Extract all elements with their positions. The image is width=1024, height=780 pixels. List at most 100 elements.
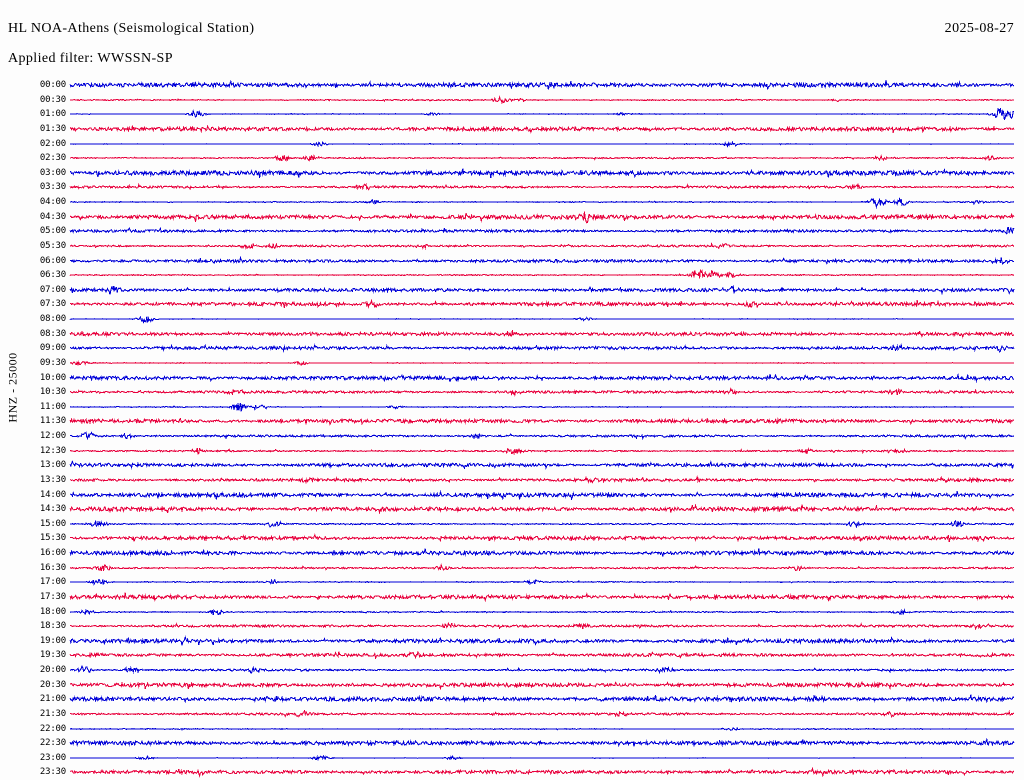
seismic-trace (69, 726, 1015, 731)
seismic-trace (69, 226, 1015, 235)
time-label: 19:00 (39, 635, 66, 646)
time-label: 11:30 (39, 416, 66, 427)
time-label: 09:00 (39, 343, 66, 354)
trace-row: 11:00 (0, 400, 1024, 414)
trace-row: 06:00 (0, 254, 1024, 268)
seismic-trace (69, 387, 1015, 398)
trace-row: 18:30 (0, 619, 1024, 633)
time-label: 22:00 (39, 723, 66, 734)
trace-row: 06:30 (0, 268, 1024, 282)
seismic-trace (69, 737, 1015, 748)
seismic-trace (69, 167, 1015, 178)
trace-row: 00:30 (0, 93, 1024, 107)
trace-row: 20:30 (0, 678, 1024, 692)
time-label: 04:00 (39, 197, 66, 207)
time-label: 12:00 (39, 431, 66, 441)
seismic-trace (69, 694, 1015, 704)
time-label: 11:00 (39, 401, 66, 412)
time-label: 02:00 (39, 138, 66, 149)
trace-row: 18:00 (0, 605, 1024, 619)
time-label: 10:30 (39, 387, 66, 398)
seismic-trace (69, 268, 1015, 279)
time-label: 08:00 (39, 314, 66, 324)
seismic-trace (69, 197, 1015, 210)
seismic-trace (69, 417, 1015, 427)
seismic-trace (69, 503, 1015, 515)
seismic-trace (69, 548, 1015, 557)
trace-row: 22:30 (0, 736, 1024, 750)
trace-row: 15:30 (0, 531, 1024, 545)
trace-row: 16:30 (0, 561, 1024, 575)
trace-row: 13:30 (0, 473, 1024, 487)
trace-row: 05:00 (0, 224, 1024, 238)
time-label: 15:00 (39, 518, 66, 529)
trace-row: 01:30 (0, 122, 1024, 136)
seismic-trace (69, 709, 1015, 718)
seismic-trace (69, 592, 1015, 603)
seismic-trace (69, 533, 1015, 543)
time-label: 03:00 (39, 167, 66, 178)
time-label: 00:00 (39, 80, 66, 90)
time-label: 20:00 (39, 665, 66, 675)
time-label: 09:30 (39, 357, 66, 368)
time-label: 16:00 (39, 548, 66, 558)
seismic-trace (69, 767, 1015, 779)
time-label: 00:30 (39, 94, 66, 105)
seismic-trace (69, 241, 1015, 250)
applied-filter-label: Applied filter: WWSSN-SP (8, 51, 173, 66)
seismic-trace (69, 139, 1015, 148)
seismic-trace (69, 402, 1015, 412)
seismic-trace (69, 519, 1015, 529)
time-label: 08:30 (39, 328, 66, 339)
time-label: 06:00 (39, 255, 66, 266)
seismic-trace (69, 183, 1015, 191)
time-label: 20:30 (39, 679, 66, 690)
time-label: 18:00 (39, 606, 66, 617)
trace-row: 02:30 (0, 151, 1024, 165)
time-label: 21:30 (39, 708, 66, 719)
seismic-trace (69, 124, 1015, 134)
trace-row: 12:30 (0, 444, 1024, 458)
seismic-trace (69, 343, 1015, 354)
trace-row: 14:00 (0, 488, 1024, 502)
time-label: 19:30 (39, 650, 66, 661)
time-label: 17:30 (39, 591, 66, 602)
seismic-trace (69, 108, 1015, 121)
time-label: 15:30 (39, 533, 66, 544)
time-label: 01:30 (39, 123, 66, 134)
time-label: 18:30 (39, 621, 66, 632)
trace-row: 23:30 (0, 765, 1024, 779)
trace-row: 04:00 (0, 195, 1024, 210)
trace-row: 20:00 (0, 663, 1024, 677)
seismic-trace (69, 664, 1015, 674)
seismic-trace (69, 255, 1015, 265)
seismic-trace (69, 329, 1015, 339)
time-label: 07:30 (39, 299, 66, 310)
time-label: 13:30 (39, 474, 66, 485)
time-label: 05:30 (39, 240, 66, 251)
seismic-trace (69, 153, 1015, 163)
time-label: 14:30 (39, 504, 66, 515)
trace-row: 04:30 (0, 210, 1024, 224)
time-label: 23:30 (39, 767, 66, 778)
trace-row: 09:00 (0, 341, 1024, 355)
page-header: HL NOA-Athens (Seismological Station) 20… (0, 0, 1024, 78)
seismic-trace (69, 754, 1015, 762)
seismic-trace (69, 621, 1015, 631)
trace-row: 22:00 (0, 722, 1024, 736)
time-label: 16:30 (39, 562, 66, 573)
trace-row: 01:00 (0, 107, 1024, 121)
seismic-trace (69, 607, 1015, 615)
trace-row: 14:30 (0, 502, 1024, 516)
time-label: 21:00 (39, 694, 66, 705)
seismic-trace (69, 578, 1015, 587)
trace-row: 03:00 (0, 166, 1024, 180)
seismic-trace (69, 562, 1015, 572)
trace-row: 05:30 (0, 239, 1024, 253)
time-label: 06:30 (39, 270, 66, 281)
time-label: 17:00 (39, 577, 66, 588)
trace-row: 07:00 (0, 283, 1024, 297)
trace-row: 21:00 (0, 692, 1024, 706)
trace-row: 09:30 (0, 356, 1024, 370)
trace-row: 08:00 (0, 312, 1024, 326)
